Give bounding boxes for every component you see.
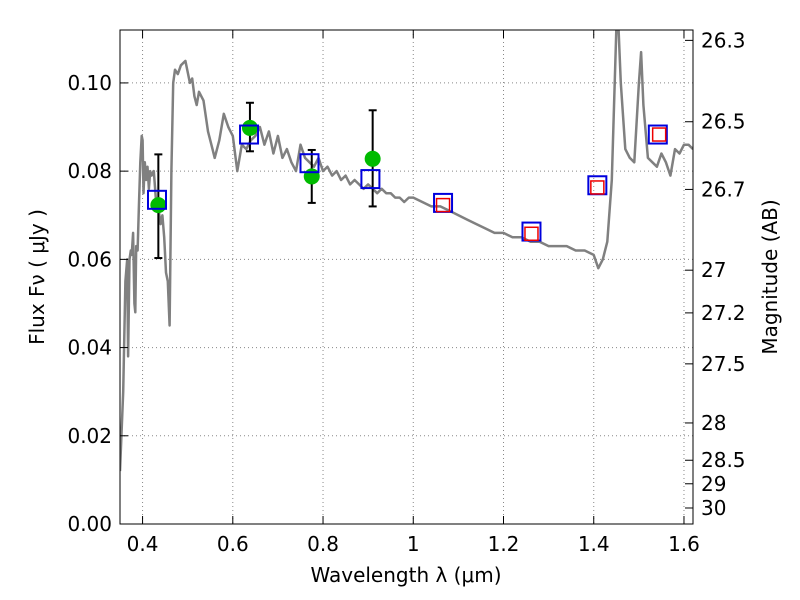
y-tick-labels: 0.00 0.02 0.04 0.06 0.08 0.10 xyxy=(67,71,112,536)
y2-tick-label: 28 xyxy=(701,411,726,435)
x-axis-label: Wavelength λ (μm) xyxy=(310,563,501,587)
y2-tick-label: 26.3 xyxy=(701,28,746,52)
y2-tick-label: 27.5 xyxy=(701,352,746,376)
x-tick-label: 1.6 xyxy=(668,532,700,556)
plot-area xyxy=(120,30,693,472)
model-photometry-square xyxy=(647,124,668,145)
observed-photometry-points xyxy=(150,119,381,214)
axis-ticks xyxy=(120,30,693,525)
x-tick-labels: 0.4 0.6 0.8 1 1.2 1.4 1.6 xyxy=(127,532,700,556)
ir-photometry-square xyxy=(651,127,667,142)
x-tick-label: 0.8 xyxy=(307,532,339,556)
ir-photometry-square xyxy=(524,226,539,242)
model-photometry-square xyxy=(146,189,167,210)
observed-point xyxy=(241,119,258,136)
x-tick-label: 1 xyxy=(407,532,420,556)
y2-tick-label: 27.2 xyxy=(701,301,746,325)
x-tick-label: 1.4 xyxy=(578,532,610,556)
observed-point xyxy=(303,168,320,185)
y-tick-label: 0.10 xyxy=(67,71,112,95)
y2-tick-label: 30 xyxy=(701,496,726,520)
y2-tick-label: 27 xyxy=(701,258,726,282)
x-tick-label: 0.6 xyxy=(217,532,249,556)
y-tick-label: 0.04 xyxy=(67,336,112,360)
ir-photometry-square xyxy=(435,197,451,213)
y-tick-label: 0.02 xyxy=(67,424,112,448)
plot-frame xyxy=(119,29,694,525)
y-tick-label: 0.06 xyxy=(67,247,112,271)
observed-point xyxy=(364,150,381,167)
y-tick-label: 0.08 xyxy=(67,159,112,183)
model-photometry-square xyxy=(299,153,320,174)
y-axis-label: Flux Fν ( μJy ) xyxy=(25,209,49,345)
model-photometry-square xyxy=(360,169,381,190)
y2-tick-label: 28.5 xyxy=(701,448,746,472)
model-photometry-squares xyxy=(146,124,668,242)
model-photometry-square xyxy=(239,124,260,145)
y2-tick-label: 26.7 xyxy=(701,177,746,201)
x-tick-label: 1.2 xyxy=(488,532,520,556)
ir-photometry-square xyxy=(590,180,605,195)
model-sed-line xyxy=(120,30,693,472)
y2-axis-label: Magnitude (AB) xyxy=(758,199,782,354)
ir-photometry-squares xyxy=(435,127,667,242)
x-tick-label: 0.4 xyxy=(127,532,159,556)
observed-point xyxy=(150,197,167,214)
y2-tick-label: 29 xyxy=(701,472,726,496)
observed-errorbars xyxy=(154,101,377,260)
y2-tick-label: 26.5 xyxy=(701,110,746,134)
y-tick-label: 0.00 xyxy=(67,512,112,536)
grid-lines xyxy=(120,30,693,525)
